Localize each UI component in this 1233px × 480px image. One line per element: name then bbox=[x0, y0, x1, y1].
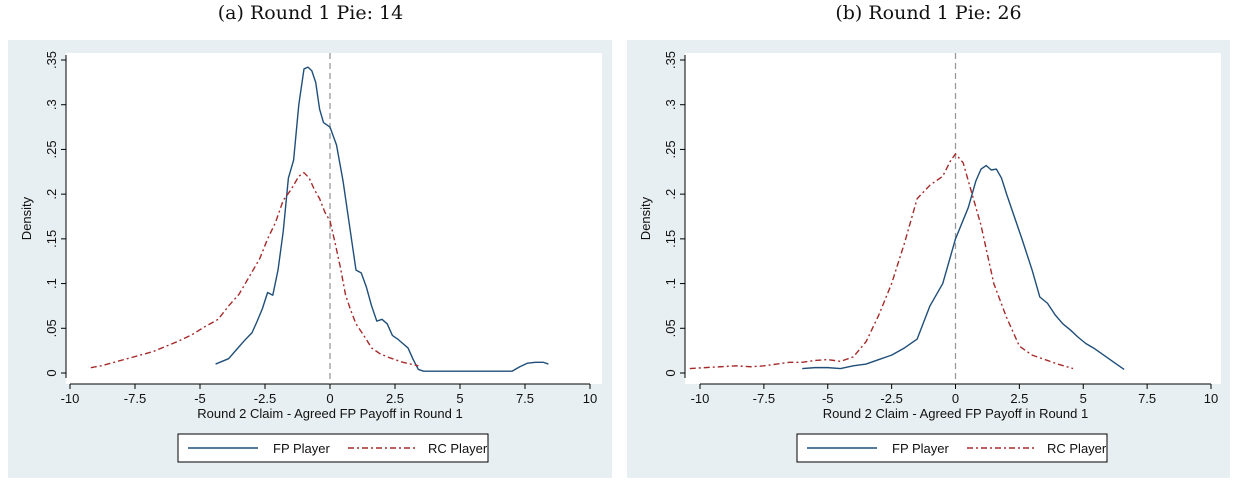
y-axis-title: Density bbox=[19, 196, 34, 240]
y-tick-label: .35 bbox=[44, 51, 59, 69]
x-axis-title: Round 2 Claim - Agreed FP Payoff in Roun… bbox=[823, 406, 1088, 421]
x-tick-label: -7.5 bbox=[124, 391, 146, 406]
chart-panel-a: 0 .05 .1 .15 .2 .25 .3 .35 -10 -7.5 -5 -2.5 0 2.5 5 7.5… bbox=[8, 40, 612, 478]
y-tick-label: .3 bbox=[663, 99, 678, 110]
y-tick-label: .05 bbox=[44, 319, 59, 337]
series-rc-player-line bbox=[90, 171, 419, 369]
series-rc-player-line bbox=[689, 153, 1074, 370]
y-tick-label: .15 bbox=[663, 230, 678, 248]
x-axis-title: Round 2 Claim - Agreed FP Payoff in Roun… bbox=[197, 406, 462, 421]
x-tick-label: -5 bbox=[194, 391, 206, 406]
x-tick-label: -2.5 bbox=[880, 391, 902, 406]
chart-panel-b: 0 .05 .1 .15 .2 .25 .3 .35 -10 -7.5 -5 -2.5 0 2.5 5 7.5… bbox=[627, 40, 1230, 478]
x-tick-label: -10 bbox=[61, 391, 80, 406]
y-tick-label: .2 bbox=[663, 189, 678, 200]
y-tick-label: 0 bbox=[44, 369, 59, 376]
y-tick-label: .05 bbox=[663, 319, 678, 337]
caption-b: (b) Round 1 Pie: 26 bbox=[835, 2, 1022, 24]
y-tick-label: .25 bbox=[663, 140, 678, 158]
y-tick-label: 0 bbox=[663, 369, 678, 376]
x-tick-label: 5 bbox=[456, 391, 463, 406]
chart-b: 0 .05 .1 .15 .2 .25 .3 .35 -10 -7.5 -5 -2.5 0 2.5 5 7.5… bbox=[638, 51, 1221, 463]
plot-area bbox=[66, 53, 602, 384]
y-axis-title: Density bbox=[638, 196, 653, 240]
y-tick-label: .2 bbox=[44, 189, 59, 200]
legend-rc-label: RC Player bbox=[428, 441, 488, 456]
x-tick-label: -7.5 bbox=[753, 391, 775, 406]
caption-a: (a) Round 1 Pie: 14 bbox=[217, 2, 404, 24]
x-tick-label: 5 bbox=[1080, 391, 1087, 406]
y-tick-label: .15 bbox=[44, 230, 59, 248]
chart-a: 0 .05 .1 .15 .2 .25 .3 .35 -10 -7.5 -5 -2.5 0 2.5 5 7.5… bbox=[19, 51, 602, 463]
legend-fp-label: FP Player bbox=[892, 441, 950, 456]
x-tick-label: 0 bbox=[326, 391, 333, 406]
plot-area bbox=[685, 53, 1221, 384]
x-tick-label: 7.5 bbox=[516, 391, 534, 406]
x-tick-label: -2.5 bbox=[254, 391, 276, 406]
x-tick-label: 7.5 bbox=[1138, 391, 1156, 406]
legend-rc-label: RC Player bbox=[1047, 441, 1107, 456]
x-tick-label: -10 bbox=[691, 391, 710, 406]
x-tick-label: 2.5 bbox=[1010, 391, 1028, 406]
y-tick-label: .1 bbox=[663, 278, 678, 289]
x-tick-label: 10 bbox=[583, 391, 597, 406]
x-tick-label: 10 bbox=[1204, 391, 1218, 406]
y-tick-label: .3 bbox=[44, 99, 59, 110]
y-tick-label: .25 bbox=[44, 140, 59, 158]
x-tick-label: 0 bbox=[952, 391, 959, 406]
series-fp-player-line bbox=[802, 164, 1125, 370]
series-fp-player-line bbox=[215, 66, 549, 372]
x-tick-label: 2.5 bbox=[386, 391, 404, 406]
x-tick-label: -5 bbox=[822, 391, 834, 406]
legend-fp-label: FP Player bbox=[273, 441, 331, 456]
y-tick-label: .35 bbox=[663, 51, 678, 69]
y-tick-label: .1 bbox=[44, 278, 59, 289]
